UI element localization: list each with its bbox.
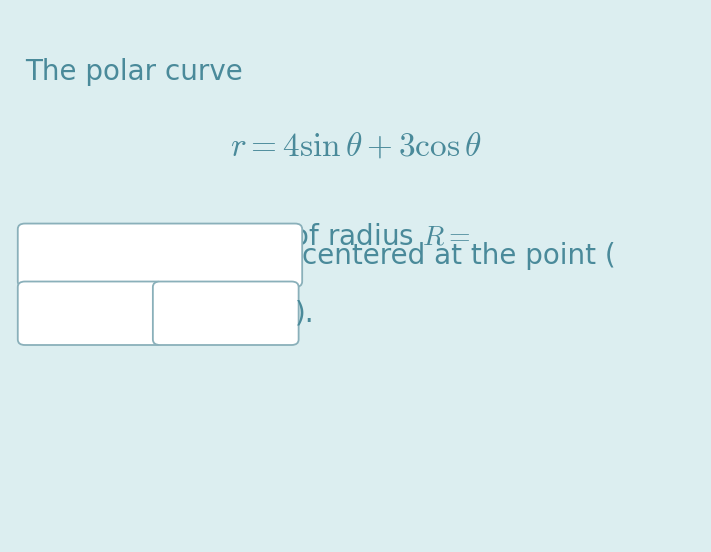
Text: represents a circle of radius $R=$: represents a circle of radius $R=$ <box>25 221 470 253</box>
FancyBboxPatch shape <box>18 224 302 287</box>
Text: centered at the point (: centered at the point ( <box>302 242 616 269</box>
FancyBboxPatch shape <box>153 282 299 345</box>
FancyBboxPatch shape <box>18 282 164 345</box>
Text: ).: ). <box>295 300 315 327</box>
Text: $r = 4\sin\theta + 3\cos\theta$: $r = 4\sin\theta + 3\cos\theta$ <box>230 130 481 163</box>
Text: The polar curve: The polar curve <box>25 58 242 86</box>
